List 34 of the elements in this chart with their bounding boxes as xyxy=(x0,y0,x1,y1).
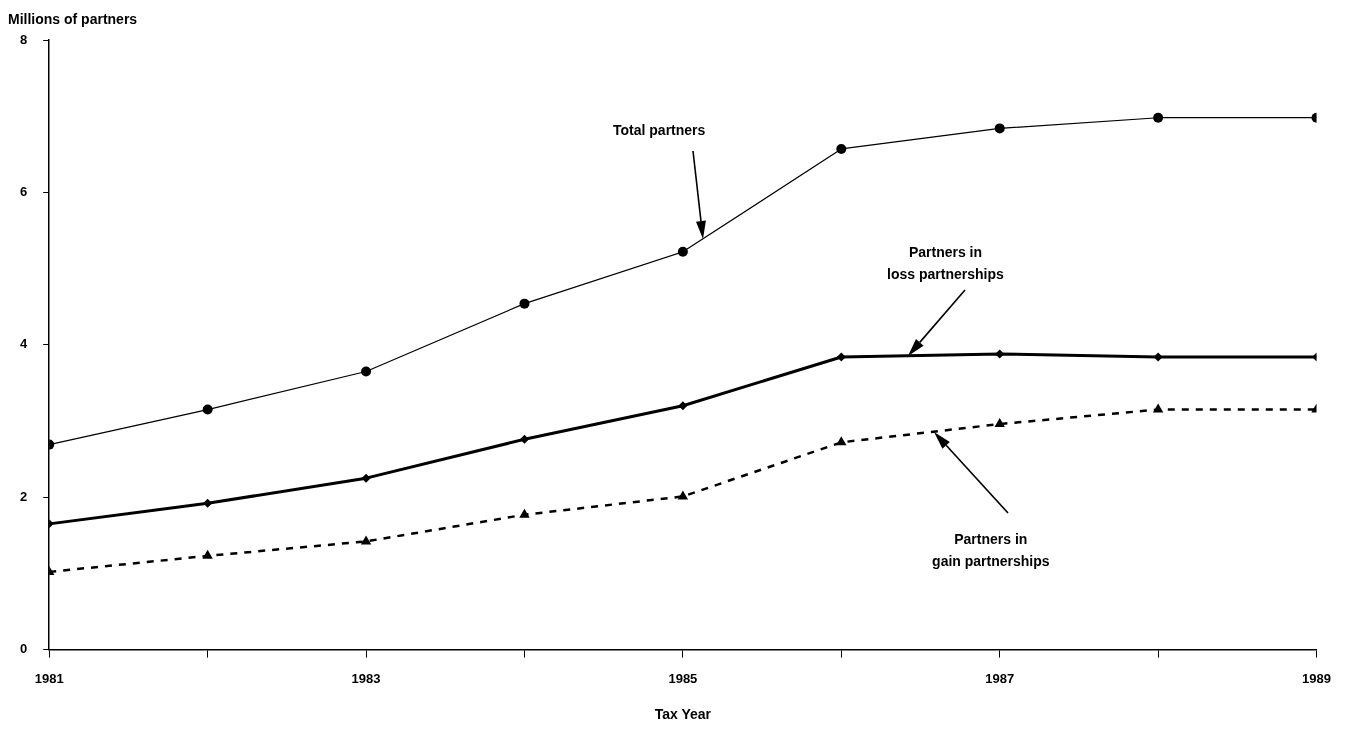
annotation: Partners in loss partnerships xyxy=(887,243,1005,282)
point xyxy=(519,508,530,518)
annotation: Partners in gain partnerships xyxy=(932,530,1050,569)
point xyxy=(1153,352,1163,362)
point xyxy=(836,352,846,362)
point xyxy=(994,418,1005,428)
y-tick-label: 0 xyxy=(20,641,28,657)
point xyxy=(1152,403,1164,413)
annotation: Total partners xyxy=(613,121,706,138)
y-tick-label: 6 xyxy=(20,183,28,199)
point xyxy=(202,404,213,415)
x-tick-label: 1983 xyxy=(351,670,381,686)
point xyxy=(202,549,213,559)
point xyxy=(677,246,688,257)
y-tick-label: 2 xyxy=(20,488,28,504)
point xyxy=(203,498,213,508)
point xyxy=(1153,112,1164,123)
y-tick-label: 8 xyxy=(20,31,28,47)
x-tick-label: 1985 xyxy=(668,670,698,686)
x-tick-label: 1987 xyxy=(985,670,1015,686)
point xyxy=(519,434,529,444)
point xyxy=(519,298,530,309)
point xyxy=(678,401,688,411)
point xyxy=(836,436,847,446)
x-tick-label: 1981 xyxy=(34,670,64,686)
y-tick-label: 4 xyxy=(20,336,28,352)
point xyxy=(360,535,372,545)
x-tick-label: 1989 xyxy=(1302,670,1331,686)
y-axis-title: Millions of partners xyxy=(8,11,138,27)
point xyxy=(836,143,847,154)
point xyxy=(994,123,1005,134)
x-axis-title: Tax Year xyxy=(654,706,712,723)
point xyxy=(361,473,371,483)
point xyxy=(361,366,372,377)
